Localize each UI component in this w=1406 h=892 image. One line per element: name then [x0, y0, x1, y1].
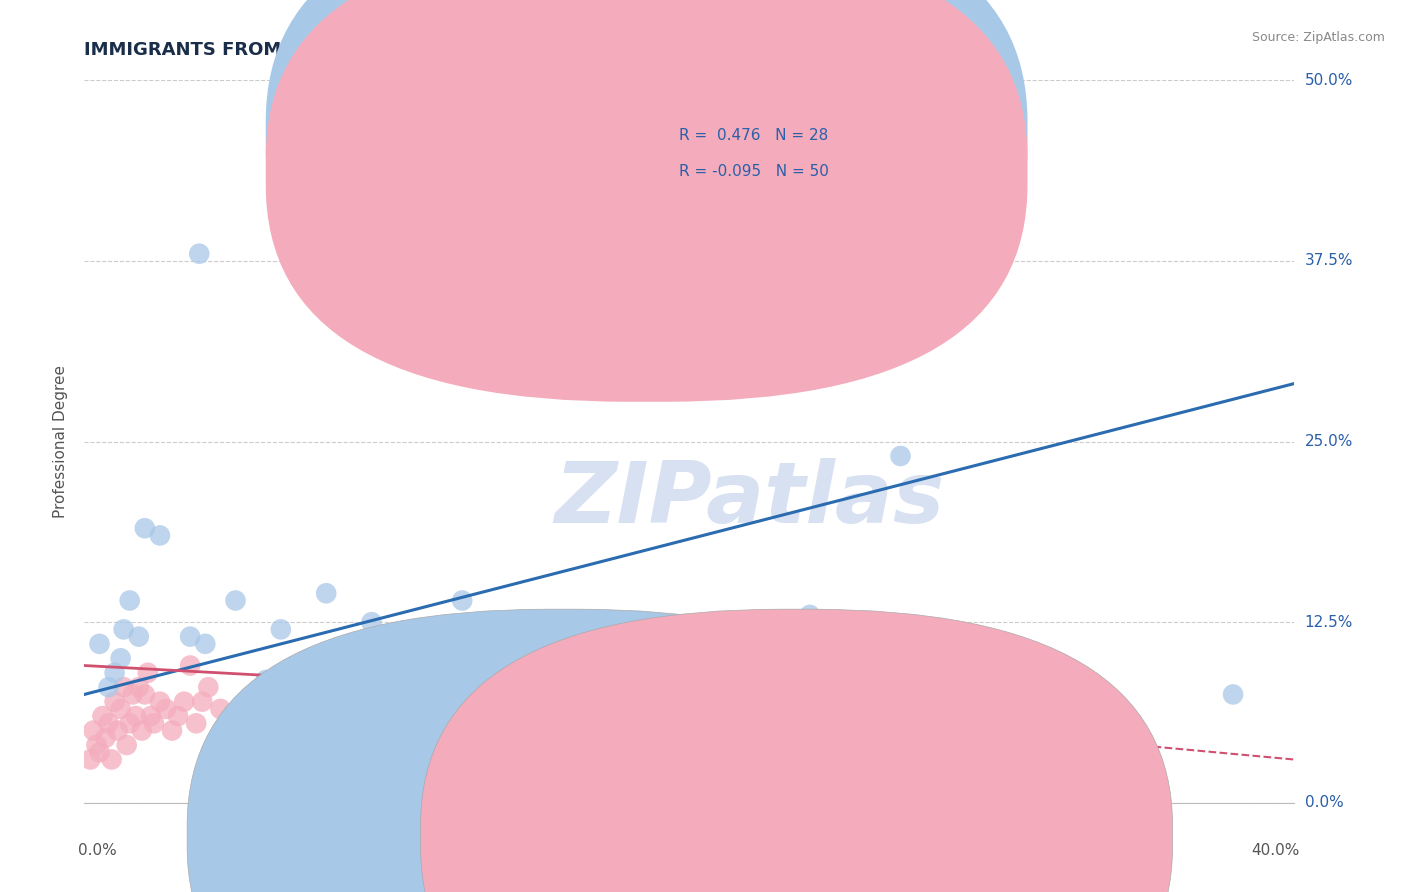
Point	[315, 586, 337, 600]
FancyBboxPatch shape	[605, 102, 979, 203]
Point	[89, 637, 111, 651]
Point	[134, 687, 156, 701]
Point	[128, 630, 150, 644]
Point	[830, 738, 852, 752]
Point	[799, 607, 821, 622]
Text: 0.0%: 0.0%	[1305, 796, 1343, 810]
Point	[257, 702, 280, 716]
Point	[406, 651, 429, 665]
Point	[149, 695, 172, 709]
Point	[191, 695, 214, 709]
Point	[136, 665, 159, 680]
Text: 37.5%: 37.5%	[1305, 253, 1353, 268]
Point	[285, 680, 308, 694]
Point	[82, 723, 104, 738]
Point	[254, 673, 277, 687]
Point	[79, 752, 101, 766]
Point	[104, 695, 127, 709]
Point	[980, 745, 1002, 759]
Text: 12.5%: 12.5%	[1305, 615, 1353, 630]
Point	[209, 702, 232, 716]
Point	[112, 623, 135, 637]
Text: 40.0%: 40.0%	[1251, 843, 1299, 857]
Point	[86, 738, 108, 752]
Point	[678, 658, 700, 673]
Point	[221, 723, 243, 738]
Text: R = -0.095   N = 50: R = -0.095 N = 50	[679, 164, 830, 178]
Point	[115, 738, 138, 752]
Text: IMMIGRANTS FROM FRANCE VS CHILEAN PROFESSIONAL DEGREE CORRELATION CHART: IMMIGRANTS FROM FRANCE VS CHILEAN PROFES…	[84, 41, 963, 59]
Point	[112, 680, 135, 694]
Point	[97, 680, 120, 694]
Point	[131, 723, 153, 738]
Point	[197, 680, 219, 694]
Point	[451, 593, 474, 607]
Point	[375, 673, 398, 687]
Point	[246, 687, 269, 701]
Point	[125, 709, 148, 723]
Text: Immigrants from France: Immigrants from France	[582, 829, 766, 844]
Point	[346, 716, 368, 731]
Point	[194, 637, 217, 651]
Point	[118, 593, 141, 607]
FancyBboxPatch shape	[266, 0, 1028, 366]
Point	[225, 593, 247, 607]
Point	[270, 716, 292, 731]
Text: ZIPatlas: ZIPatlas	[554, 458, 945, 541]
Point	[104, 665, 127, 680]
Point	[420, 680, 443, 694]
Point	[97, 716, 120, 731]
Point	[89, 745, 111, 759]
Point	[270, 623, 292, 637]
Text: R =  0.476   N = 28: R = 0.476 N = 28	[679, 128, 828, 143]
Point	[617, 687, 640, 701]
Y-axis label: Professional Degree: Professional Degree	[53, 365, 69, 518]
Point	[134, 521, 156, 535]
Text: 25.0%: 25.0%	[1305, 434, 1353, 449]
Point	[160, 723, 183, 738]
Point	[188, 246, 211, 260]
Point	[496, 630, 519, 644]
Point	[173, 695, 195, 709]
Point	[179, 658, 201, 673]
FancyBboxPatch shape	[187, 609, 939, 892]
Point	[299, 709, 322, 723]
Point	[330, 695, 353, 709]
Point	[149, 528, 172, 542]
Point	[142, 716, 165, 731]
Point	[709, 731, 731, 745]
Point	[179, 630, 201, 644]
Point	[107, 723, 129, 738]
Point	[467, 702, 489, 716]
Point	[155, 702, 177, 716]
Point	[617, 709, 640, 723]
Point	[167, 709, 190, 723]
Point	[890, 449, 912, 463]
Point	[100, 752, 122, 766]
Point	[94, 731, 117, 745]
Point	[1222, 687, 1244, 701]
Point	[738, 644, 761, 658]
FancyBboxPatch shape	[266, 0, 1028, 401]
Point	[315, 723, 337, 738]
Text: 0.0%: 0.0%	[79, 843, 117, 857]
Point	[557, 623, 579, 637]
Point	[186, 716, 208, 731]
Text: Source: ZipAtlas.com: Source: ZipAtlas.com	[1251, 31, 1385, 45]
Text: Chileans: Chileans	[817, 829, 883, 844]
Point	[118, 716, 141, 731]
FancyBboxPatch shape	[420, 609, 1173, 892]
Point	[110, 651, 132, 665]
Point	[110, 702, 132, 716]
Point	[360, 615, 382, 630]
Point	[91, 709, 114, 723]
Point	[233, 709, 256, 723]
Point	[375, 702, 398, 716]
Point	[121, 687, 143, 701]
Text: 50.0%: 50.0%	[1305, 73, 1353, 87]
Point	[527, 723, 550, 738]
Point	[139, 709, 162, 723]
Point	[128, 680, 150, 694]
